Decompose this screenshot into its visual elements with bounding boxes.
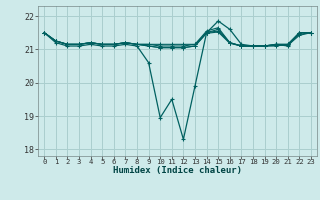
- X-axis label: Humidex (Indice chaleur): Humidex (Indice chaleur): [113, 166, 242, 175]
